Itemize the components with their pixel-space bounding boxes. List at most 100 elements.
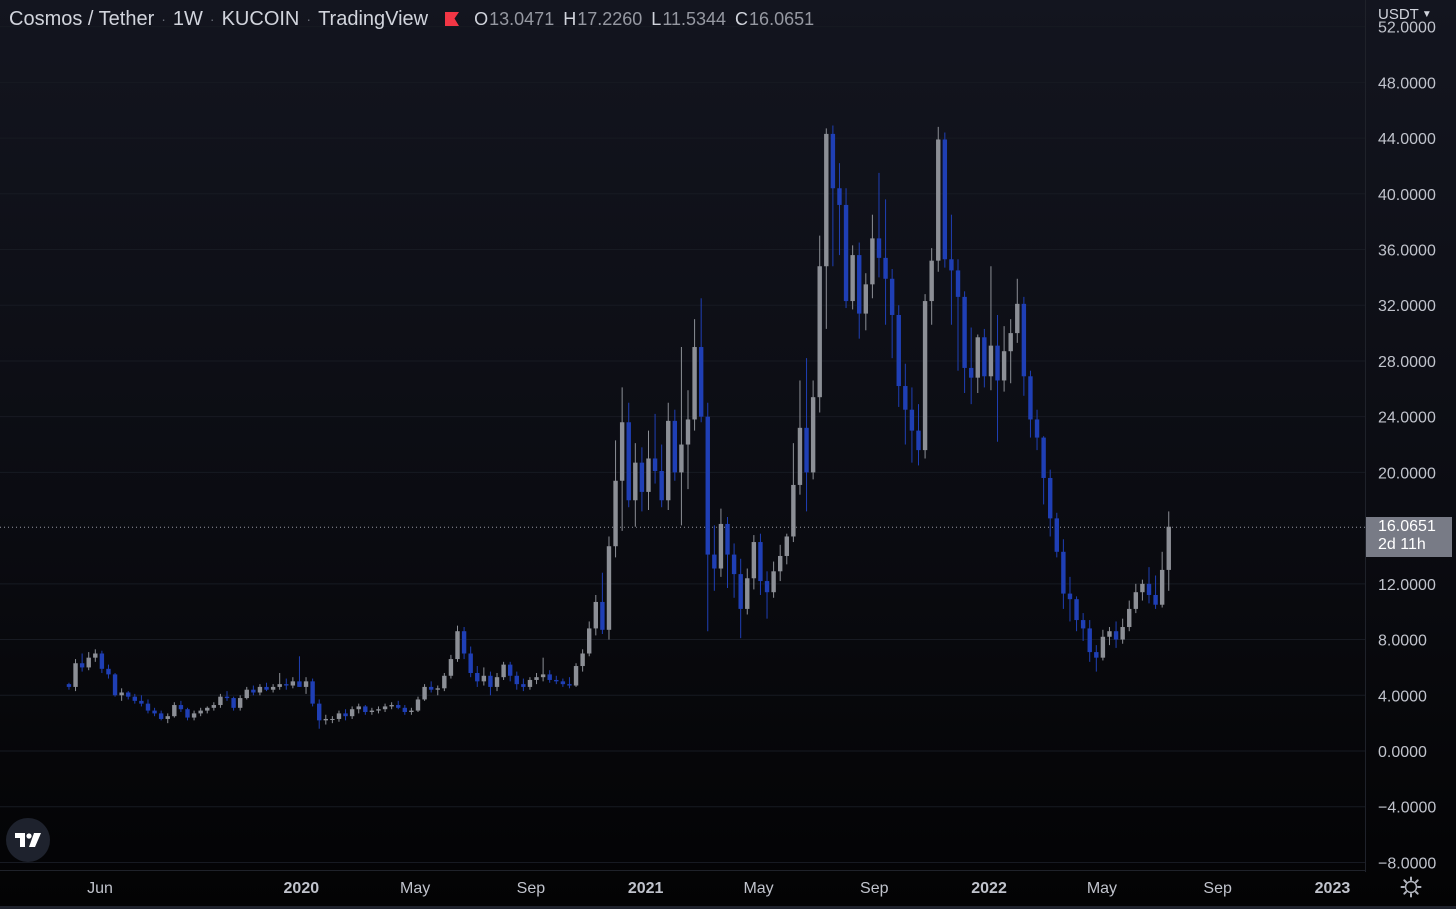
source-label: TradingView <box>318 7 429 30</box>
candle-body <box>936 139 941 261</box>
candle-body <box>461 631 467 654</box>
candle <box>356 703 361 714</box>
candle-body <box>218 696 223 706</box>
candle-body <box>172 705 177 717</box>
interval-label[interactable]: 1W <box>172 7 203 30</box>
candle-body <box>303 681 309 687</box>
candle <box>1146 567 1152 604</box>
candle <box>1061 539 1066 609</box>
candle-body <box>1166 526 1171 570</box>
candle-body <box>573 666 579 686</box>
symbol-legend[interactable]: Cosmos / Tether · 1W · KUCOIN · TradingV… <box>9 7 823 31</box>
candle <box>771 561 776 598</box>
candle <box>468 646 473 678</box>
candle <box>600 572 605 634</box>
candle-body <box>646 458 651 492</box>
ohlc-values: O13.0471 H17.2260 L11.5344 C16.0651 <box>474 9 823 30</box>
candle-body <box>593 601 599 629</box>
currency-label: USDT <box>1378 6 1419 23</box>
candle-body <box>718 523 724 569</box>
candle <box>73 659 78 692</box>
candle-body <box>494 677 500 687</box>
candle-body <box>692 347 697 420</box>
candle-body <box>99 653 105 669</box>
candle <box>764 571 770 619</box>
candle-body <box>158 713 164 719</box>
price-tick-label: 48.0000 <box>1378 75 1436 92</box>
tradingview-logo-icon <box>15 833 41 847</box>
candle <box>573 663 579 687</box>
candle-body <box>758 542 763 582</box>
candle <box>442 672 447 692</box>
candle <box>666 402 671 511</box>
candle <box>145 699 151 714</box>
candle <box>626 402 631 508</box>
candle <box>264 682 269 692</box>
gear-icon[interactable] <box>1400 876 1422 898</box>
candles-layer <box>66 125 1171 729</box>
candle <box>995 314 1000 442</box>
candle <box>1166 511 1171 591</box>
candle-body <box>929 260 934 302</box>
candle <box>1048 469 1053 537</box>
low-value: 11.5344 <box>662 8 727 29</box>
candle <box>488 671 493 696</box>
candle-body <box>1100 636 1106 658</box>
candle-body <box>949 259 954 271</box>
candle <box>428 681 434 693</box>
candle-body <box>310 681 315 704</box>
candle-body <box>224 696 230 699</box>
candle <box>962 291 967 393</box>
candle <box>317 699 322 729</box>
candle-body <box>857 255 862 314</box>
candle-body <box>810 397 816 473</box>
flag-icon[interactable] <box>444 11 460 27</box>
candle-body <box>132 696 138 701</box>
tradingview-logo-icon[interactable] <box>6 818 50 862</box>
candle-body <box>422 686 427 700</box>
candle <box>501 661 506 680</box>
candle <box>323 714 328 725</box>
candle-body <box>336 713 342 719</box>
candle-body <box>870 238 875 285</box>
candle-body <box>679 444 684 473</box>
symbol-name[interactable]: Cosmos / Tether <box>9 7 155 30</box>
candle <box>1153 575 1158 609</box>
candle <box>336 710 342 722</box>
time-axis[interactable]: Jun 2020 May Sep 2021 May Sep 2022 May Sep 2023 <box>87 880 1350 897</box>
candle <box>712 525 717 591</box>
candle <box>758 533 763 595</box>
candle <box>224 691 230 701</box>
candle <box>139 695 144 707</box>
candle <box>461 627 467 660</box>
candle <box>158 710 164 721</box>
candle <box>988 266 994 391</box>
high-value: 17.2260 <box>577 8 643 29</box>
price-axis[interactable]: 52.0000 48.0000 44.0000 40.0000 36.0000 32.00… <box>1378 20 1436 873</box>
currency-selector[interactable]: USDT ▼ <box>1378 6 1432 23</box>
candle-body <box>909 409 915 431</box>
candle <box>257 684 263 696</box>
candle <box>1021 296 1027 396</box>
candle <box>79 653 85 672</box>
candle <box>1120 618 1125 644</box>
candle <box>277 672 282 690</box>
candle <box>554 675 559 685</box>
candle-body <box>389 705 394 707</box>
candle <box>270 684 276 693</box>
candle-body <box>698 347 704 417</box>
candle <box>929 248 934 325</box>
candle <box>237 695 243 711</box>
candle <box>698 298 704 423</box>
candle-body <box>982 337 987 377</box>
candle <box>284 678 289 690</box>
candle-body <box>824 133 829 267</box>
candle-body <box>995 345 1000 381</box>
candle <box>494 672 500 692</box>
candle-body <box>369 710 375 712</box>
candle <box>290 677 296 689</box>
candle-body <box>409 710 414 712</box>
candle-body <box>580 653 585 667</box>
candle-body <box>942 139 948 260</box>
